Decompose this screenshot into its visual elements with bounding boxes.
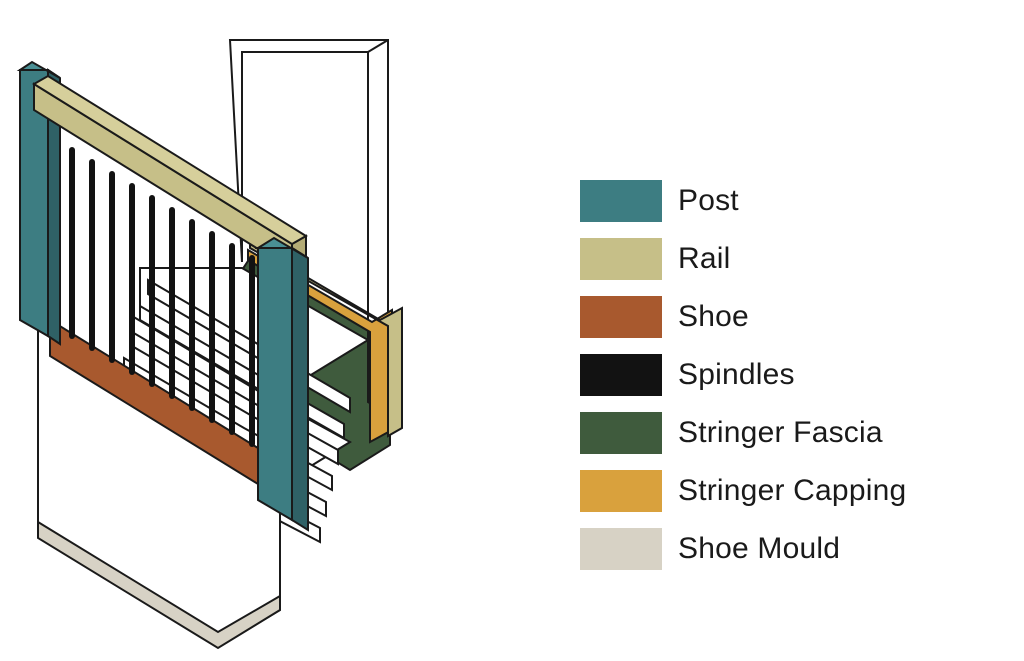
legend-item-shoe-mould: Shoe Mould	[580, 528, 906, 570]
legend-item-stringer-fascia: Stringer Fascia	[580, 412, 906, 454]
legend: Post Rail Shoe Spindles Stringer Fascia …	[580, 180, 906, 570]
legend-item-stringer-capping: Stringer Capping	[580, 470, 906, 512]
front-post-bottom	[258, 238, 308, 530]
legend-swatch-shoe	[580, 296, 662, 338]
legend-label-spindles: Spindles	[678, 358, 795, 392]
staircase-illustration	[0, 0, 560, 661]
legend-swatch-shoe-mould	[580, 528, 662, 570]
legend-item-rail: Rail	[580, 238, 906, 280]
legend-label-shoe-mould: Shoe Mould	[678, 532, 840, 566]
legend-label-shoe: Shoe	[678, 300, 749, 334]
legend-item-spindles: Spindles	[580, 354, 906, 396]
legend-label-post: Post	[678, 184, 739, 218]
legend-label-stringer-capping: Stringer Capping	[678, 474, 906, 508]
legend-swatch-stringer-fascia	[580, 412, 662, 454]
legend-item-post: Post	[580, 180, 906, 222]
legend-swatch-post	[580, 180, 662, 222]
legend-swatch-spindles	[580, 354, 662, 396]
legend-swatch-stringer-capping	[580, 470, 662, 512]
legend-label-stringer-fascia: Stringer Fascia	[678, 416, 883, 450]
legend-label-rail: Rail	[678, 242, 730, 276]
legend-swatch-rail	[580, 238, 662, 280]
diagram-canvas: Post Rail Shoe Spindles Stringer Fascia …	[0, 0, 1024, 661]
legend-item-shoe: Shoe	[580, 296, 906, 338]
